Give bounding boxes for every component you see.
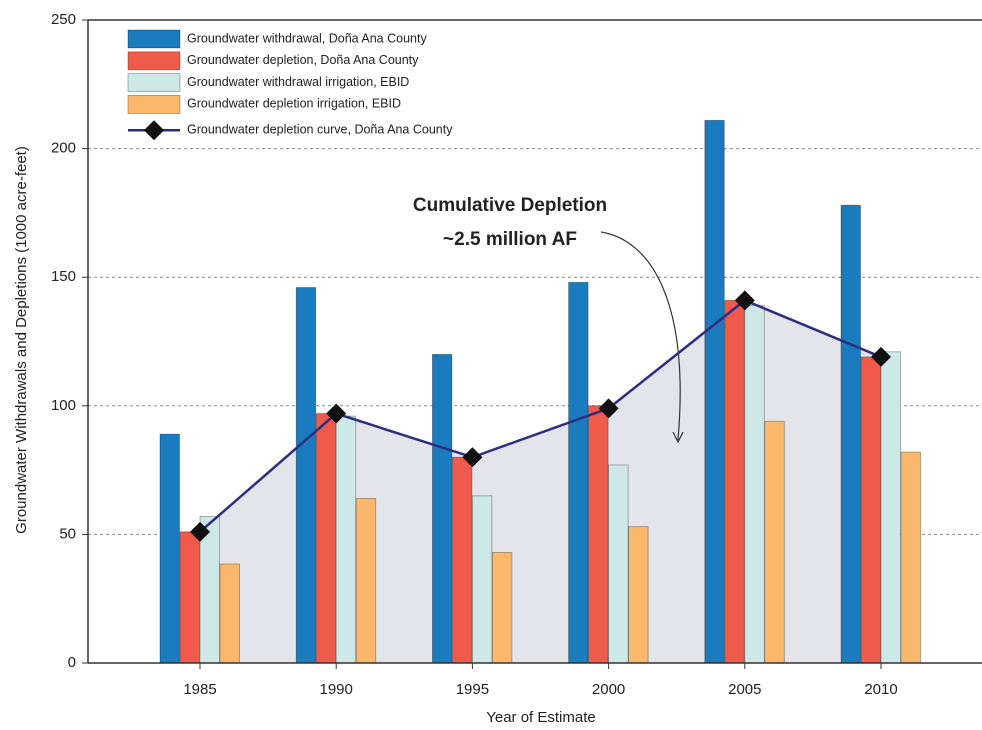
y-tick-label: 150 — [51, 268, 76, 285]
y-tick-label: 200 — [51, 140, 76, 157]
y-tick-label: 0 — [68, 654, 76, 671]
bar — [704, 119, 725, 664]
bar — [568, 281, 589, 664]
curve-marker — [871, 346, 891, 367]
legend: Groundwater withdrawal, Doña Ana County G… — [127, 29, 453, 141]
bar — [744, 305, 765, 664]
bar — [628, 526, 649, 664]
x-tick-label: 1985 — [183, 681, 216, 698]
curve-marker — [598, 398, 619, 419]
bar — [900, 451, 921, 664]
legend-swatch — [127, 51, 181, 71]
bar — [860, 356, 881, 664]
bar — [588, 405, 609, 664]
curve-marker — [326, 403, 347, 424]
legend-label: Groundwater depletion irrigation, EBID — [187, 97, 401, 111]
x-tick-label: 2010 — [864, 681, 897, 698]
bar — [471, 495, 493, 664]
legend-swatch — [127, 29, 181, 49]
bar — [355, 497, 377, 664]
bar — [764, 420, 785, 664]
depletion-curve — [199, 298, 882, 533]
x-axis-label: Year of Estimate — [486, 709, 596, 726]
y-tick-label: 50 — [59, 525, 76, 542]
annotation-arrowhead — [672, 431, 684, 444]
legend-swatch — [127, 95, 181, 114]
bar — [219, 563, 240, 664]
bar — [880, 351, 901, 664]
bar — [608, 464, 629, 664]
legend-label: Groundwater withdrawal irrigation, EBID — [187, 75, 409, 89]
bar — [491, 552, 513, 664]
y-tick-label: 100 — [51, 397, 76, 414]
annotation: Cumulative Depletion — [413, 195, 607, 216]
annotation: ~2.5 million AF — [443, 229, 577, 250]
legend-marker — [144, 120, 164, 141]
bar — [431, 353, 453, 664]
curve-marker — [462, 447, 483, 468]
legend-label: Groundwater depletion, Doña Ana County — [187, 53, 419, 67]
annotation-arrow — [600, 231, 681, 441]
bar — [295, 287, 317, 664]
x-tick-label: 1995 — [456, 681, 489, 698]
bar — [159, 433, 180, 664]
bar — [315, 413, 337, 664]
bar — [335, 415, 357, 664]
x-tick-label: 2005 — [728, 681, 761, 698]
bar — [451, 456, 473, 664]
x-tick-label: 2000 — [592, 681, 625, 698]
legend-label: Groundwater depletion curve, Doña Ana Co… — [187, 122, 453, 136]
curve-marker — [734, 290, 755, 311]
legend-label: Groundwater withdrawal, Doña Ana County — [187, 31, 427, 45]
bar — [179, 531, 200, 664]
curve-marker — [190, 521, 210, 542]
bar — [840, 204, 861, 664]
legend-swatch — [127, 73, 181, 92]
bar — [724, 299, 745, 664]
x-tick-label: 1990 — [320, 681, 353, 698]
y-tick-label: 250 — [51, 11, 76, 28]
y-axis-label: Groundwater Withdrawals and Depletions (… — [13, 146, 30, 534]
